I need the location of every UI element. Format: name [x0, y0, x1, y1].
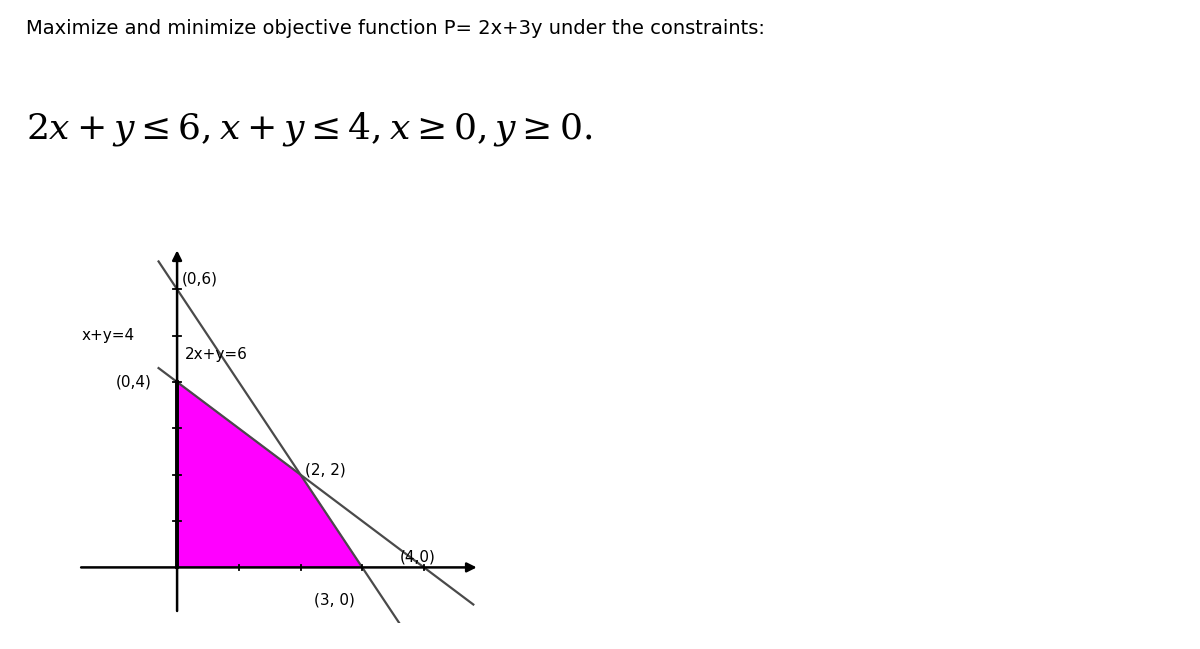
Text: (2, 2): (2, 2) [306, 463, 347, 478]
Text: (3, 0): (3, 0) [314, 593, 355, 608]
Text: (4,0): (4,0) [400, 550, 436, 565]
Text: 2x+y=6: 2x+y=6 [185, 347, 247, 361]
Text: (0,6): (0,6) [182, 272, 218, 287]
Text: x+y=4: x+y=4 [82, 328, 134, 343]
Polygon shape [178, 382, 362, 567]
Text: (0,4): (0,4) [115, 374, 151, 389]
Text: $2x + y \leq 6, x + y \leq 4, x \geq 0, y \geq 0.$: $2x + y \leq 6, x + y \leq 4, x \geq 0, … [26, 110, 593, 149]
Text: Maximize and minimize objective function P= 2x+3y under the constraints:: Maximize and minimize objective function… [26, 19, 766, 38]
